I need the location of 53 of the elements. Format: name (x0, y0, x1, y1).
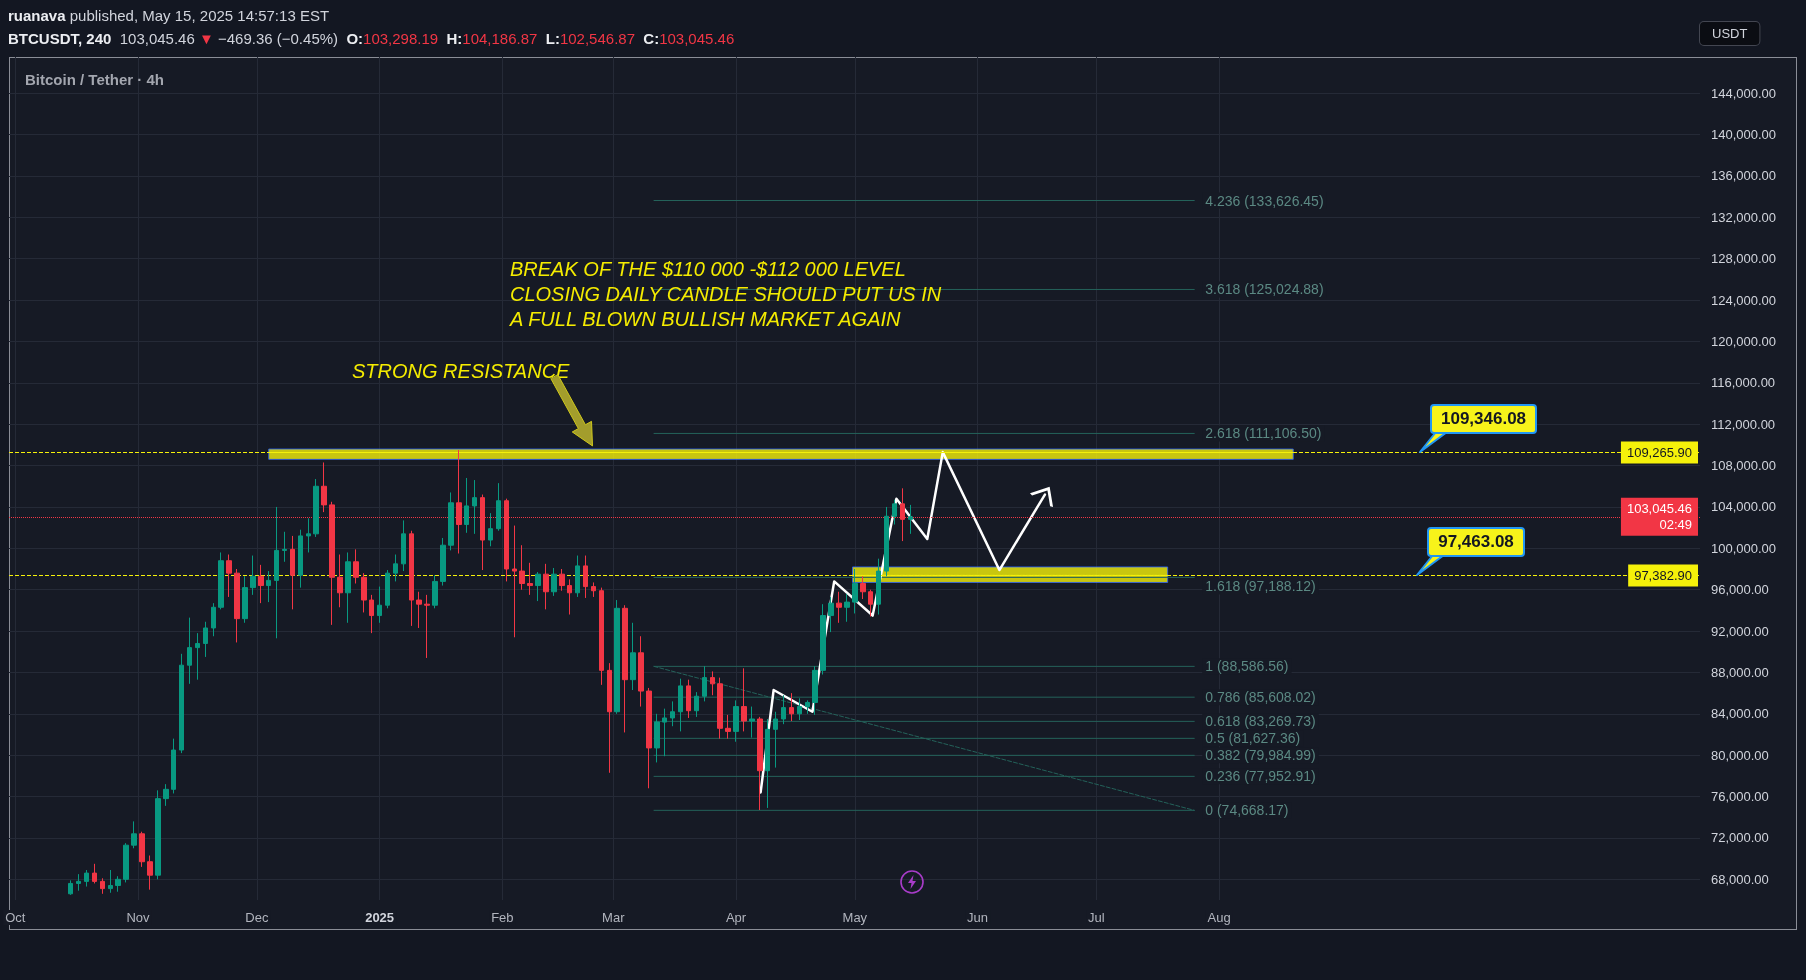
x-tick-label: Jun (967, 910, 989, 925)
y-tick-label: 80,000.00 (1711, 747, 1769, 763)
ref-line-label: 103,045.46 02:49 (1626, 501, 1692, 533)
y-tick-label: 92,000.00 (1711, 623, 1769, 639)
x-tick-label: Aug (1207, 910, 1231, 925)
y-tick-label: 132,000.00 (1711, 209, 1777, 225)
x-tick-label: Apr (725, 910, 747, 925)
ref-line-label: 97,382.90 (1634, 567, 1692, 583)
series-label: 0.786 (85,608.02) (1205, 689, 1316, 706)
y-tick-label: 140,000.00 (1711, 127, 1777, 143)
series-label: 2.618 (111,106.50) (1205, 425, 1322, 442)
y-tick-label: 136,000.00 (1711, 168, 1777, 184)
y-tick-label: 128,000.00 (1711, 251, 1777, 267)
ref-line-label: 109,265.90 (1626, 444, 1692, 460)
series-label: 3.618 (125,024.88) (1205, 281, 1324, 298)
y-tick-label: 76,000.00 (1711, 789, 1769, 805)
series-label: 1 (88,586.56) (1205, 658, 1289, 675)
series-label: 0 (74,668.17) (1205, 802, 1289, 819)
y-tick-label: 124,000.00 (1711, 292, 1777, 308)
y-tick-label: 96,000.00 (1711, 582, 1769, 598)
series-label: 0.236 (77,952.91) (1205, 768, 1316, 785)
x-tick-label: Mar (602, 910, 626, 925)
x-tick-label: Feb (491, 910, 514, 925)
series-label: 4.236 (133,626.45) (1205, 192, 1324, 209)
text: BTCUSDT, 240 103,045.46 ▼ −469.36 (−0.45%) O:103,298.19 H:104,186.87 L:102,546.87 C:103,045.46 (8, 30, 735, 47)
annotation: 109,346.08 (1429, 403, 1538, 434)
x-tick-label: Oct (5, 910, 26, 925)
x-tick-label: Nov (126, 910, 151, 925)
y-tick-label: 72,000.00 (1711, 830, 1769, 846)
text: ruanava published, May 15, 2025 14:57:13 EST (8, 7, 330, 25)
annotation: BREAK OF THE $110 000 -$112 000 LEVEL CLOSING DAILY CANDLE SHOULD PUT US IN A FULL BLOWN BULLISH MARKET AGAIN (510, 257, 942, 332)
annotation: STRONG RESISTANCE (352, 359, 570, 384)
series-label: 0.382 (79,984.99) (1205, 747, 1316, 764)
y-tick-label: 144,000.00 (1711, 85, 1777, 101)
x-tick-label: 2025 (365, 910, 395, 925)
series-label: 0.618 (83,269.73) (1205, 713, 1316, 730)
y-tick-label: 112,000.00 (1711, 416, 1776, 432)
text: Bitcoin / Tether · 4h (25, 71, 164, 88)
y-tick-label: 88,000.00 (1711, 664, 1769, 680)
series-label: 0.5 (81,627.36) (1205, 730, 1301, 747)
series-label: 1.618 (97,188.12) (1205, 578, 1316, 595)
x-tick-label: Dec (245, 910, 269, 925)
x-tick-label: Jul (1088, 910, 1105, 925)
y-tick-label: 100,000.00 (1711, 540, 1777, 556)
y-axis-title: USDT (1712, 26, 1748, 41)
y-tick-label: 104,000.00 (1711, 499, 1777, 515)
annotation: 97,463.08 (1427, 526, 1525, 557)
y-tick-label: 84,000.00 (1711, 706, 1769, 722)
y-tick-label: 68,000.00 (1711, 871, 1769, 887)
x-tick-label: May (842, 910, 868, 925)
y-tick-label: 108,000.00 (1711, 458, 1777, 474)
y-tick-label: 120,000.00 (1711, 333, 1777, 349)
y-tick-label: 116,000.00 (1711, 375, 1776, 391)
